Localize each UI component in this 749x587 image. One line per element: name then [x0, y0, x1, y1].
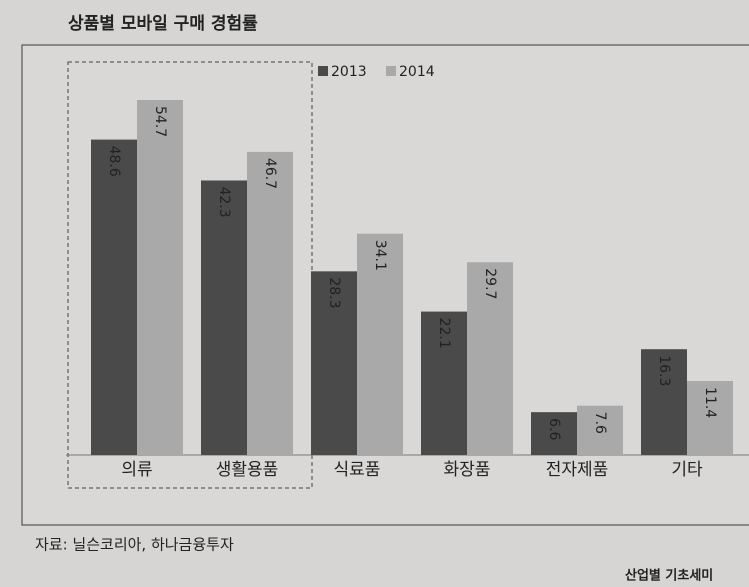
x-tick-label: 전자제품 [546, 460, 609, 480]
value-label: 54.7 [152, 106, 168, 137]
value-label: 42.3 [216, 186, 232, 217]
x-tick-label: 화장품 [444, 460, 491, 480]
value-label: 29.7 [482, 268, 498, 299]
value-label: 28.3 [326, 277, 342, 308]
value-label: 34.1 [372, 240, 388, 271]
value-label: 46.7 [262, 158, 278, 189]
legend-label: 2014 [399, 64, 435, 80]
bar [421, 311, 467, 455]
source-note: 자료: 닐슨코리아, 하나금융투자 [35, 536, 234, 554]
value-label: 16.3 [656, 355, 672, 386]
bar [687, 381, 733, 455]
value-label: 6.6 [546, 418, 562, 440]
bar [357, 233, 403, 455]
bar [91, 139, 137, 455]
bar [201, 180, 247, 455]
bar [311, 271, 357, 455]
bar [247, 151, 293, 455]
x-tick-label: 생활용품 [216, 460, 279, 480]
value-label: 48.6 [106, 146, 122, 177]
footer: 산업별 기초세미 [625, 568, 713, 584]
value-label: 11.4 [702, 387, 718, 418]
x-tick-label: 의류 [121, 460, 152, 480]
value-label: 22.1 [436, 318, 452, 349]
legend-label: 2013 [331, 64, 367, 80]
chart-title: 상품별 모바일 구매 경험률 [68, 13, 258, 34]
bar [531, 412, 577, 455]
legend-swatch [318, 66, 328, 76]
x-tick-label: 식료품 [334, 460, 381, 480]
x-tick-label: 기타 [671, 460, 703, 480]
value-label: 7.6 [592, 412, 608, 434]
bar [467, 262, 513, 455]
bar [137, 100, 183, 455]
legend-swatch [386, 66, 396, 76]
bar [641, 349, 687, 455]
bar [577, 405, 623, 455]
